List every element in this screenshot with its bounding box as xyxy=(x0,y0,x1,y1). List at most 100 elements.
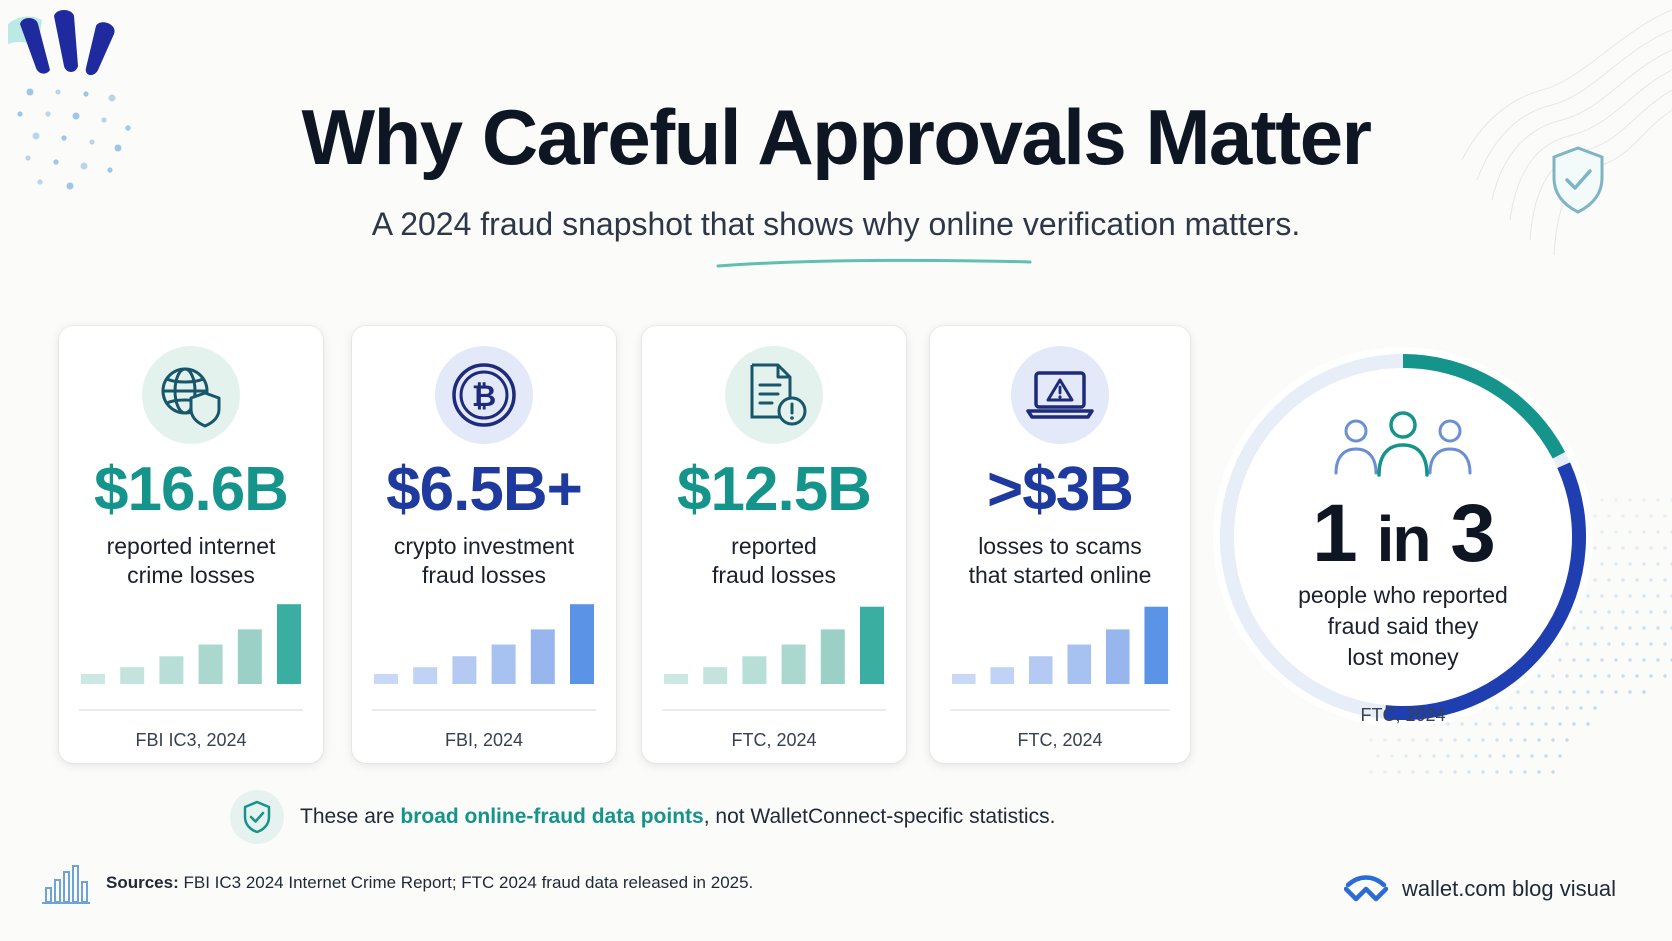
laptop-warning-icon xyxy=(1026,371,1094,419)
stat-label-line: crypto investment xyxy=(393,533,575,559)
decor-dot xyxy=(1635,578,1639,582)
decor-dot xyxy=(1642,562,1646,566)
decor-dot xyxy=(17,111,23,117)
decor-dot xyxy=(1495,770,1499,774)
shield-check-icon xyxy=(243,800,271,834)
decor-dot xyxy=(1383,770,1387,774)
mini-bar-chart xyxy=(951,606,1169,684)
decor-dot xyxy=(1593,514,1597,518)
decor-dot xyxy=(1656,658,1660,662)
ring-value-part: in xyxy=(1376,503,1432,575)
mini-bar xyxy=(530,629,555,684)
decor-dot xyxy=(1593,674,1597,678)
mini-bar xyxy=(452,656,477,684)
decor-dot xyxy=(1502,754,1506,758)
decor-dot xyxy=(1593,642,1597,646)
sources-label: Sources: xyxy=(106,873,179,892)
decor-dot xyxy=(1635,546,1639,550)
decor-dot xyxy=(1474,722,1478,726)
decor-dot xyxy=(32,132,40,140)
decor-dot xyxy=(1649,514,1653,518)
decor-dot xyxy=(80,162,88,170)
decor-dot xyxy=(1544,754,1548,758)
decor-dot xyxy=(1656,498,1660,502)
decor-dot xyxy=(83,91,89,97)
decor-dot xyxy=(1572,626,1576,630)
card-divider xyxy=(662,709,886,711)
decor-dot xyxy=(1425,738,1429,742)
decor-dot xyxy=(1551,770,1555,774)
decor-dot xyxy=(1572,658,1576,662)
decor-dot xyxy=(26,88,34,96)
brand-logo xyxy=(8,10,115,76)
decor-dot xyxy=(1642,594,1646,598)
ring-label-line: fraud said they xyxy=(1327,613,1479,639)
mini-bar xyxy=(413,667,438,684)
decor-dot xyxy=(53,159,59,165)
decor-dot xyxy=(1439,770,1443,774)
decor-dot xyxy=(1390,754,1394,758)
decor-dot xyxy=(1397,738,1401,742)
decor-dot xyxy=(1628,594,1632,598)
mini-bar xyxy=(81,673,105,684)
decor-dot xyxy=(125,125,131,131)
decor-dot xyxy=(1404,754,1408,758)
decor-dot xyxy=(1565,738,1569,742)
decor-dot xyxy=(1642,498,1646,502)
decor-dot xyxy=(1656,530,1660,534)
decor-dot xyxy=(1635,674,1639,678)
decor-dot xyxy=(1369,770,1373,774)
decor-dot xyxy=(1621,610,1625,614)
decor-dot xyxy=(1600,530,1604,534)
decor-dot xyxy=(1586,722,1590,726)
decor-dot xyxy=(1600,594,1604,598)
decor-dot xyxy=(1551,706,1555,710)
decor-dot xyxy=(1586,594,1590,598)
decor-dot xyxy=(1558,722,1562,726)
decor-dot xyxy=(37,179,43,185)
decor-dot xyxy=(1628,626,1632,630)
decor-dot xyxy=(1467,770,1471,774)
decor-dot xyxy=(66,182,74,190)
decor-dot xyxy=(1509,738,1513,742)
ring-label-line: lost money xyxy=(1347,644,1459,670)
icon-badge: ₿ xyxy=(435,346,533,444)
decor-dot xyxy=(1397,770,1401,774)
decor-dot xyxy=(1509,770,1513,774)
footer-brand-text: wallet.com blog visual xyxy=(1402,876,1616,901)
mini-bar xyxy=(374,673,398,684)
decor-dot xyxy=(1544,722,1548,726)
mini-bar xyxy=(951,673,976,684)
decor-dot xyxy=(1607,578,1611,582)
mini-bar-chart xyxy=(664,606,884,684)
decor-dot xyxy=(1523,738,1527,742)
mini-bar xyxy=(198,644,223,684)
decor-dot xyxy=(1376,754,1380,758)
decor-dot xyxy=(1565,674,1569,678)
icon-badge xyxy=(725,346,823,444)
decor-dot xyxy=(1649,610,1653,614)
decor-dot xyxy=(101,117,107,123)
decor-dot xyxy=(1523,706,1527,710)
ring-arc-blue xyxy=(1384,462,1587,720)
decor-dot xyxy=(1579,642,1583,646)
decor-dot xyxy=(1411,770,1415,774)
decor-dot xyxy=(1663,578,1667,582)
decor-dot xyxy=(1614,562,1618,566)
decor-dot xyxy=(1544,690,1548,694)
mini-bar xyxy=(820,629,845,684)
decor-dot xyxy=(1509,706,1513,710)
decor-dot xyxy=(1663,546,1667,550)
decor-dot xyxy=(1621,578,1625,582)
decor-dot xyxy=(1663,642,1667,646)
bitcoin-icon: ₿ xyxy=(452,363,516,427)
decor-dot xyxy=(1586,658,1590,662)
decor-dot xyxy=(1523,770,1527,774)
ring-stat-label: people who reported fraud said they lost… xyxy=(1278,580,1528,673)
decor-dot xyxy=(1537,706,1541,710)
stat-label-line: reported internet xyxy=(106,533,276,559)
document-alert-icon xyxy=(750,363,807,426)
stat-label-line: losses to scams xyxy=(978,533,1142,559)
decor-dot xyxy=(1565,706,1569,710)
progress-ring xyxy=(1213,347,1593,727)
